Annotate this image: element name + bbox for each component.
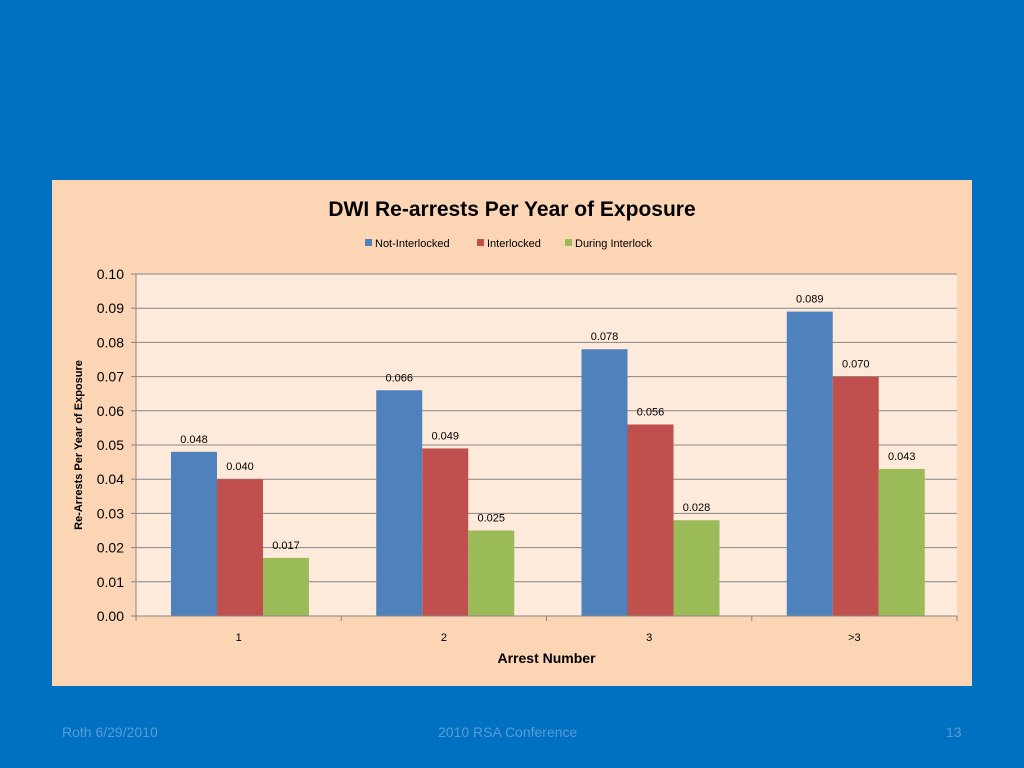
bar-interlocked (217, 479, 263, 616)
y-tick-label: 0.10 (97, 266, 124, 282)
bar-during-interlock (878, 468, 925, 616)
y-tick-label: 0.05 (97, 437, 124, 453)
data-label: 0.025 (477, 513, 505, 525)
x-tick-label: 1 (236, 632, 242, 644)
footer-conference: 2010 RSA Conference (438, 724, 578, 740)
bar-interlocked (627, 424, 674, 616)
bar-not-interlocked (581, 349, 628, 616)
legend-label-1: Interlocked (487, 238, 541, 250)
y-tick-label: 0.01 (97, 574, 124, 590)
bar-during-interlock (468, 530, 515, 616)
footer-author-date: Roth 6/29/2010 (62, 724, 158, 740)
chart: DWI Re-arrests Per Year of Exposure Not-I… (52, 180, 972, 686)
bar-during-interlock (263, 557, 309, 616)
legend-swatch-0 (365, 239, 372, 246)
data-label: 0.066 (385, 372, 413, 384)
y-tick-label: 0.08 (97, 334, 124, 350)
y-tick-label: 0.02 (97, 540, 124, 556)
bar-not-interlocked (171, 451, 217, 616)
y-tick-label: 0.06 (97, 403, 124, 419)
data-label: 0.056 (637, 406, 665, 418)
y-tick-label: 0.00 (97, 608, 124, 624)
data-label: 0.049 (431, 430, 459, 442)
x-tick-label: 3 (646, 632, 652, 644)
x-tick-label: 2 (441, 632, 447, 644)
data-label: 0.017 (272, 540, 300, 552)
data-label: 0.070 (842, 359, 870, 371)
data-label: 0.040 (226, 461, 254, 473)
y-axis-title: Re-Arrests Per Year of Exposure (73, 360, 85, 530)
y-tick-label: 0.07 (97, 369, 124, 385)
slide-number: 13 (946, 724, 962, 740)
legend-swatch-1 (477, 239, 484, 246)
data-label: 0.078 (591, 331, 619, 343)
legend-label-2: During Interlock (575, 238, 653, 250)
chart-title: DWI Re-arrests Per Year of Exposure (328, 198, 695, 221)
bar-interlocked (422, 448, 469, 616)
bar-chart: DWI Re-arrests Per Year of Exposure Not-I… (73, 198, 958, 666)
data-label: 0.028 (683, 502, 711, 514)
y-tick-label: 0.04 (97, 471, 124, 487)
legend-swatch-2 (565, 239, 572, 246)
bar-during-interlock (673, 520, 720, 616)
data-label: 0.048 (180, 434, 208, 446)
x-tick-label: >3 (848, 632, 861, 644)
bar-interlocked (832, 376, 879, 616)
bar-not-interlocked (376, 390, 423, 616)
legend-label-0: Not-Interlocked (375, 238, 450, 250)
y-tick-label: 0.09 (97, 300, 124, 316)
data-label: 0.089 (796, 294, 824, 306)
x-axis-title: Arrest Number (497, 650, 596, 666)
bar-not-interlocked (786, 311, 833, 616)
y-tick-label: 0.03 (97, 505, 124, 521)
data-label: 0.043 (888, 451, 916, 463)
